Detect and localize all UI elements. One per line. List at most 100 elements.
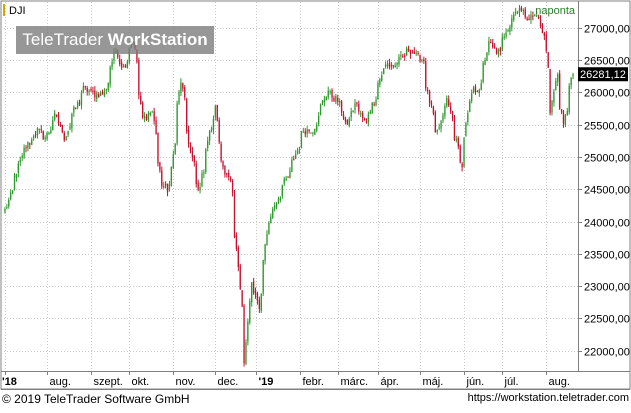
candle-body bbox=[564, 115, 567, 125]
candle-body bbox=[262, 259, 264, 294]
candle-body bbox=[319, 104, 322, 116]
candle-body bbox=[497, 49, 500, 55]
candle-body bbox=[367, 114, 370, 123]
x-month-label: febr. bbox=[303, 376, 324, 388]
candle-body bbox=[335, 95, 337, 103]
candle-body bbox=[377, 83, 379, 100]
candle-body bbox=[419, 54, 421, 62]
candle-body bbox=[46, 132, 48, 140]
candle-body bbox=[296, 150, 299, 155]
candle-body bbox=[15, 174, 18, 178]
candle-body bbox=[164, 184, 167, 186]
candle-body bbox=[224, 165, 226, 175]
candle-body bbox=[67, 131, 69, 135]
candle-body bbox=[499, 48, 502, 52]
candle-body bbox=[36, 128, 39, 136]
candle-body bbox=[260, 293, 262, 311]
candle-body bbox=[463, 138, 465, 168]
candle-body bbox=[145, 116, 148, 121]
candle-body bbox=[40, 129, 42, 131]
x-year-label: '19 bbox=[259, 376, 274, 388]
footer-url[interactable]: https://workstation.teletrader.com bbox=[467, 392, 629, 404]
candle-body bbox=[23, 147, 25, 158]
candle-body bbox=[101, 93, 104, 95]
candle-body bbox=[350, 111, 352, 118]
candle-body bbox=[52, 120, 54, 131]
candle-body bbox=[505, 32, 507, 37]
watermark-logo: TeleTrader WorkStation bbox=[16, 26, 214, 54]
candle-body bbox=[8, 199, 10, 207]
candle-body bbox=[105, 89, 108, 91]
candle-body bbox=[111, 61, 113, 68]
candle-body bbox=[78, 102, 81, 104]
candle-body bbox=[6, 207, 8, 209]
candle-body bbox=[348, 118, 350, 126]
candle-body bbox=[207, 140, 209, 149]
candle-body bbox=[449, 106, 452, 112]
x-month-label: aug. bbox=[549, 376, 570, 388]
candle-body bbox=[476, 91, 479, 93]
candle-body bbox=[289, 171, 291, 179]
candle-body bbox=[295, 154, 297, 159]
candle-body bbox=[42, 131, 44, 140]
x-month-label: júl. bbox=[504, 376, 519, 388]
candle-body bbox=[470, 93, 473, 101]
candle-body bbox=[226, 173, 228, 175]
candle-body bbox=[365, 121, 368, 124]
candle-body bbox=[407, 48, 410, 52]
candle-body bbox=[29, 143, 31, 145]
candle-body bbox=[558, 73, 561, 109]
candle-body bbox=[138, 60, 140, 96]
candle-body bbox=[199, 187, 201, 191]
candle-body bbox=[285, 178, 287, 181]
candle-body bbox=[438, 127, 440, 129]
candle-body bbox=[553, 91, 555, 103]
candle-body bbox=[396, 62, 398, 65]
candle-body bbox=[205, 149, 207, 173]
x-month-label: szept. bbox=[94, 376, 123, 388]
candle-body bbox=[427, 90, 429, 92]
candle-body bbox=[444, 106, 446, 116]
candle-body bbox=[27, 141, 29, 149]
candle-body bbox=[184, 87, 186, 98]
y-tick-label: 26500,00 bbox=[584, 56, 630, 68]
candle-body bbox=[94, 90, 96, 98]
candle-body bbox=[270, 216, 272, 224]
candle-body bbox=[409, 50, 412, 55]
candle-body bbox=[490, 42, 492, 44]
plot-frame bbox=[0, 0, 631, 390]
candle-body bbox=[425, 61, 427, 89]
candle-body bbox=[415, 52, 417, 54]
candle-body bbox=[178, 91, 180, 104]
candle-body bbox=[440, 121, 442, 129]
candle-body bbox=[329, 91, 331, 93]
y-tick-label: 25000,00 bbox=[584, 153, 630, 165]
candle-body bbox=[398, 56, 400, 65]
candle-body bbox=[312, 132, 314, 134]
candle-body bbox=[530, 14, 532, 20]
candle-body bbox=[314, 128, 316, 135]
candle-body bbox=[231, 181, 234, 193]
candle-body bbox=[120, 62, 123, 68]
candle-body bbox=[520, 7, 523, 11]
candle-body bbox=[11, 190, 14, 194]
candle-body bbox=[119, 58, 121, 64]
candle-body bbox=[503, 36, 505, 39]
candle-body bbox=[126, 61, 129, 69]
candle-body bbox=[501, 37, 503, 50]
candle-body bbox=[103, 91, 106, 96]
grid bbox=[1, 2, 578, 371]
candle-body bbox=[122, 66, 125, 68]
candle-body bbox=[337, 97, 339, 102]
candle-body bbox=[161, 170, 163, 187]
x-month-label: jún. bbox=[466, 376, 485, 388]
candle-body bbox=[384, 64, 387, 67]
candle-body bbox=[446, 97, 448, 106]
candle-body bbox=[568, 85, 570, 113]
candle-body bbox=[513, 14, 515, 20]
candle-body bbox=[442, 115, 444, 121]
candle-body bbox=[277, 198, 280, 203]
candle-body bbox=[346, 120, 349, 125]
candle-body bbox=[252, 281, 255, 293]
